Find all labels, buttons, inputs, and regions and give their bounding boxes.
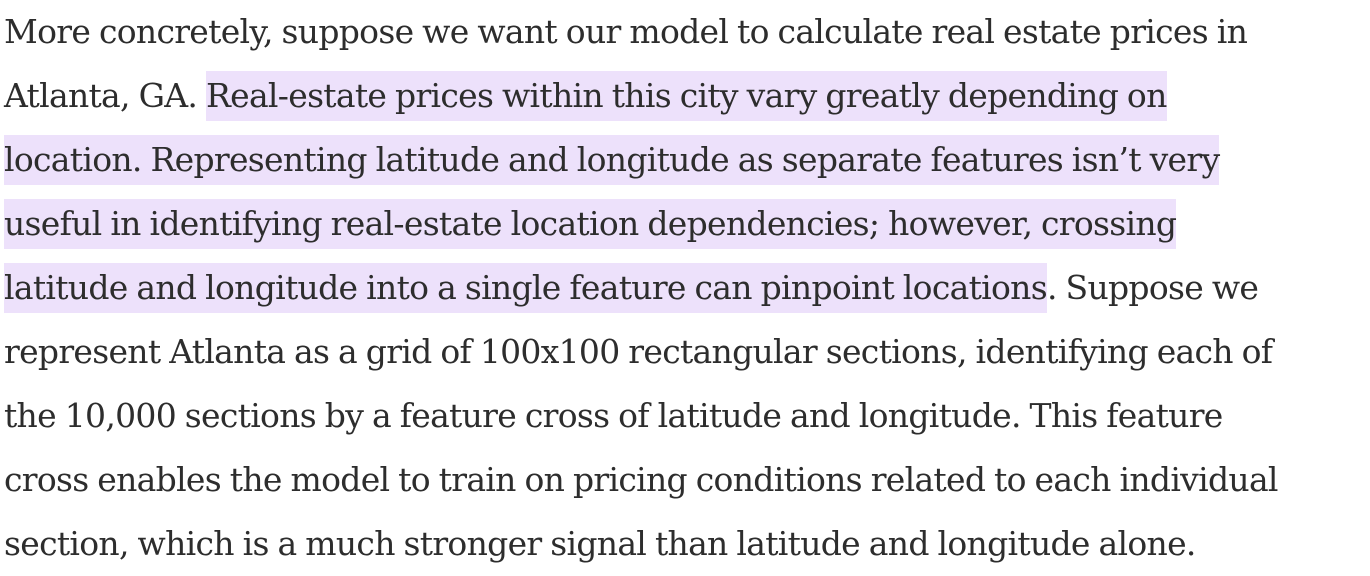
text-line-6: represent Atlanta as a grid of 100x100 r… <box>4 320 1366 384</box>
text-run: . Suppose we <box>1046 268 1259 307</box>
text-run: the 10,000 sections by a feature cross o… <box>4 396 1223 435</box>
text-run: represent Atlanta as a grid of 100x100 r… <box>4 332 1273 371</box>
highlighted-text: latitude and longitude into a single fea… <box>4 263 1048 313</box>
text-line-4: useful in identifying real-estate locati… <box>4 192 1366 256</box>
text-line-2: Atlanta, GA. Real-estate prices within t… <box>4 64 1366 128</box>
text-line-1: More concretely, suppose we want our mod… <box>4 0 1366 64</box>
highlighted-text: useful in identifying real-estate locati… <box>4 199 1177 249</box>
text-run: cross enables the model to train on pric… <box>4 460 1278 499</box>
text-run: section, which is a much stronger signal… <box>4 524 1196 563</box>
text-run: Atlanta, GA. <box>4 76 206 115</box>
article-body: More concretely, suppose we want our mod… <box>4 0 1366 576</box>
highlighted-text: Real-estate prices within this city vary… <box>205 71 1167 121</box>
text-line-3: location. Representing latitude and long… <box>4 128 1366 192</box>
paragraph: More concretely, suppose we want our mod… <box>4 0 1366 576</box>
highlighted-text: location. Representing latitude and long… <box>4 135 1220 185</box>
text-run: More concretely, suppose we want our mod… <box>4 12 1248 51</box>
text-line-5: latitude and longitude into a single fea… <box>4 256 1366 320</box>
text-line-9: section, which is a much stronger signal… <box>4 512 1366 576</box>
text-line-8: cross enables the model to train on pric… <box>4 448 1366 512</box>
text-line-7: the 10,000 sections by a feature cross o… <box>4 384 1366 448</box>
